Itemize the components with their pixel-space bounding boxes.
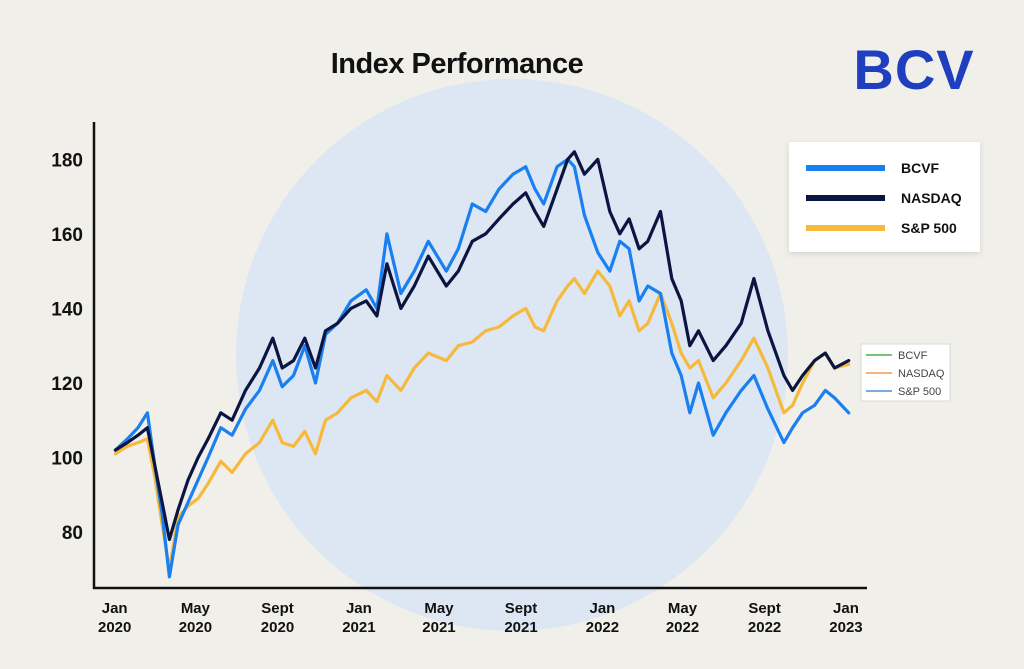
legend: BCVF NASDAQ S&P 500 <box>789 142 980 252</box>
secondary-legend-label: BCVF <box>898 350 928 362</box>
legend-items: BCVF NASDAQ S&P 500 <box>806 160 962 236</box>
y-tick-labels: 80 100 120 140 160 180 <box>51 150 83 544</box>
y-tick-label: 80 <box>62 523 83 544</box>
x-tick-label: Jan 2021 <box>342 600 375 636</box>
y-tick-label: 160 <box>51 225 83 246</box>
y-tick-label: 140 <box>51 299 83 320</box>
secondary-legend-items: BCVF NASDAQ S&P 500 <box>866 350 945 398</box>
legend-label: NASDAQ <box>901 190 962 206</box>
x-tick-label: Sept 2022 <box>748 600 781 636</box>
chart-title: Index Performance <box>331 48 584 80</box>
x-tick-label: Sept 2021 <box>504 600 537 636</box>
secondary-legend-label: S&P 500 <box>898 386 941 398</box>
x-tick-label: May 2022 <box>666 600 699 636</box>
secondary-legend: BCVF NASDAQ S&P 500 <box>860 343 951 402</box>
series-line-s-p-500 <box>113 269 851 571</box>
y-tick-label: 100 <box>51 449 83 470</box>
series-line-nasdaq <box>113 150 851 542</box>
x-tick-label: Jan 2022 <box>586 600 619 636</box>
y-tick-label: 120 <box>51 374 83 395</box>
x-tick-label: Jan 2020 <box>98 600 131 636</box>
x-tick-label: May 2020 <box>179 600 212 636</box>
background-circle <box>236 79 788 631</box>
x-tick-label: Sept 2020 <box>261 600 294 636</box>
x-tick-label: May 2021 <box>422 600 455 636</box>
secondary-legend-label: NASDAQ <box>898 368 945 380</box>
legend-label: BCVF <box>901 160 940 176</box>
series-line-bcvf <box>113 157 851 579</box>
legend-label: S&P 500 <box>901 220 957 236</box>
brand-logo: BCV <box>853 38 974 101</box>
x-tick-labels: Jan 2020 May 2020 Sept 2020 Jan 2021 May 2021 Sept… <box>98 600 863 636</box>
series-layer <box>113 150 851 579</box>
x-tick-label: Jan 2023 <box>829 600 862 636</box>
y-tick-label: 180 <box>51 150 83 171</box>
